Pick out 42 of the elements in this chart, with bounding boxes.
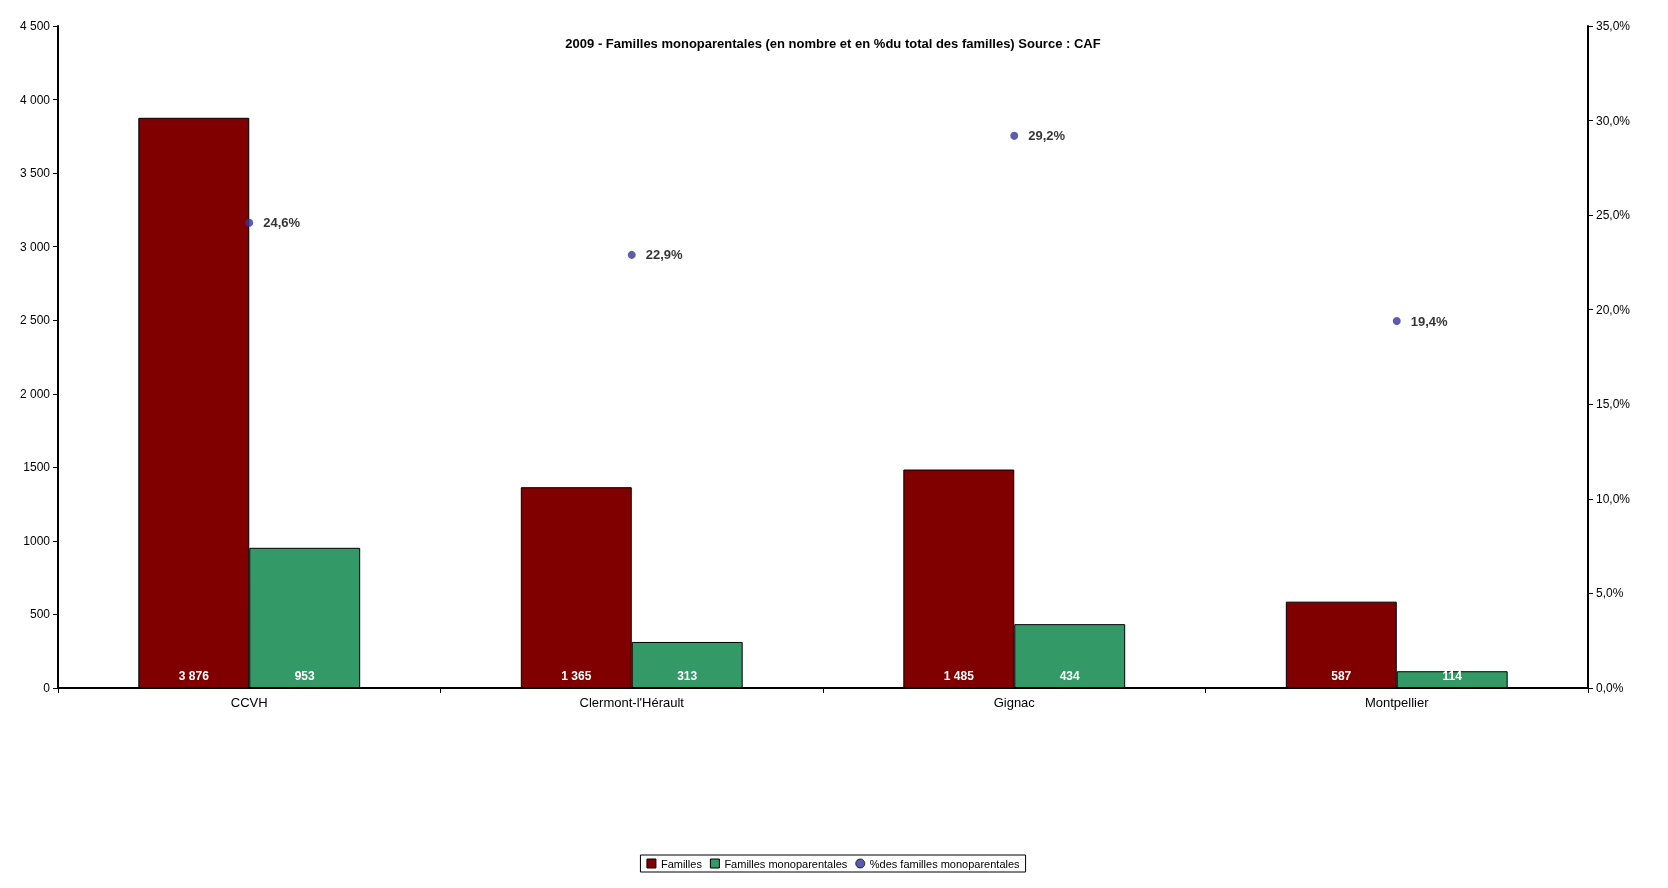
y-tick-label: 1500 — [23, 460, 51, 475]
x-tick-label: Clermont-l'Hérault — [579, 695, 685, 710]
data-label: 587 — [1331, 669, 1352, 683]
y2-tick-label: 30,0% — [1596, 113, 1631, 128]
legend-label: Familles — [660, 857, 703, 870]
data-label: 24,6% — [263, 215, 301, 231]
data-label: 953 — [294, 669, 316, 683]
x-tick-label: Montpellier — [1364, 695, 1430, 710]
data-label: 114 — [1442, 669, 1463, 683]
data-label: 3 876 — [178, 669, 210, 683]
y-tick-label: 500 — [29, 607, 51, 622]
y-tick-label: 3 000 — [19, 239, 51, 254]
y-tick-label: 0 — [43, 681, 51, 695]
point — [627, 250, 636, 259]
data-label: 434 — [1059, 669, 1081, 683]
x-tick-label: Gignac — [993, 695, 1036, 710]
y2-tick-label: 35,0% — [1596, 19, 1631, 33]
point — [245, 218, 254, 227]
text: 2009 - Familles monoparentales (en nombre et en %du total des familles) Source : CAF — [565, 36, 1101, 51]
y-tick-label: 4 000 — [19, 92, 51, 107]
data-label: 1 365 — [561, 669, 592, 683]
y-tick-label: 2 500 — [19, 313, 51, 328]
y-tick-label: 1000 — [23, 533, 51, 548]
y2-tick-label: 15,0% — [1596, 397, 1631, 412]
y-tick-label: 4 500 — [19, 19, 51, 33]
legend-label: Familles monoparentales — [724, 857, 848, 870]
data-label: 1 485 — [943, 669, 975, 683]
legend-label: %des familles monoparentales — [869, 857, 1021, 870]
y-tick-label: 3 500 — [19, 166, 51, 181]
data-label: 313 — [677, 669, 698, 683]
data-label: 19,4% — [1410, 313, 1449, 329]
x-tick-label: CCVH — [230, 695, 268, 710]
y2-tick-label: 20,0% — [1596, 302, 1631, 317]
y-tick-label: 2 000 — [19, 386, 51, 401]
point — [1392, 317, 1401, 326]
data-label: 22,9% — [645, 247, 684, 263]
y2-tick-label: 5,0% — [1596, 586, 1624, 601]
y2-tick-label: 0,0% — [1596, 681, 1624, 695]
y2-tick-label: 25,0% — [1596, 208, 1631, 223]
y2-tick-label: 10,0% — [1596, 491, 1631, 506]
point — [1010, 131, 1019, 140]
data-label: 29,2% — [1028, 128, 1066, 144]
